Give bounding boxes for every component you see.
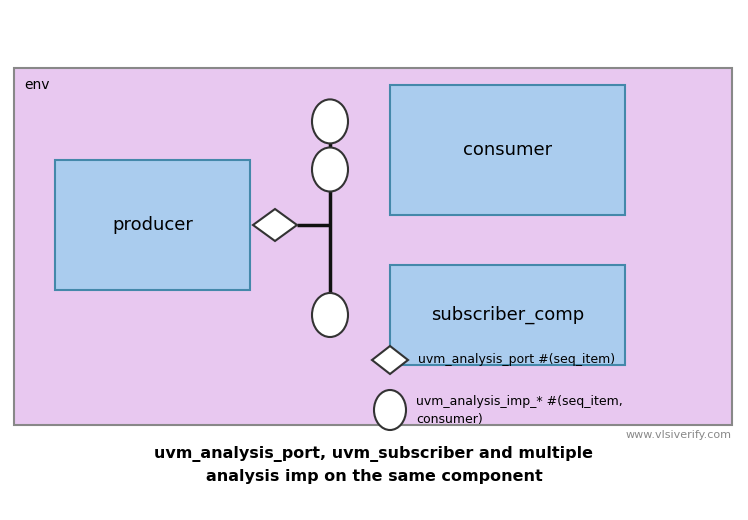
- Text: uvm_analysis_port, uvm_subscriber and multiple
analysis imp on the same componen: uvm_analysis_port, uvm_subscriber and mu…: [155, 447, 593, 484]
- Text: uvm_analysis_port #(seq_item): uvm_analysis_port #(seq_item): [418, 354, 615, 367]
- Polygon shape: [253, 209, 297, 241]
- Ellipse shape: [312, 148, 348, 191]
- Text: env: env: [24, 78, 49, 92]
- Ellipse shape: [312, 99, 348, 144]
- FancyBboxPatch shape: [390, 85, 625, 215]
- Text: consumer): consumer): [416, 413, 482, 426]
- Ellipse shape: [374, 390, 406, 430]
- Ellipse shape: [312, 293, 348, 337]
- Text: consumer: consumer: [463, 141, 552, 159]
- Text: producer: producer: [112, 216, 193, 234]
- Text: www.vlsiverify.com: www.vlsiverify.com: [626, 430, 732, 440]
- FancyBboxPatch shape: [14, 68, 732, 425]
- Text: uvm_analysis_imp_* #(seq_item,: uvm_analysis_imp_* #(seq_item,: [416, 396, 623, 409]
- FancyBboxPatch shape: [55, 160, 250, 290]
- Text: subscriber_comp: subscriber_comp: [431, 306, 584, 324]
- Polygon shape: [372, 346, 408, 374]
- FancyBboxPatch shape: [390, 265, 625, 365]
